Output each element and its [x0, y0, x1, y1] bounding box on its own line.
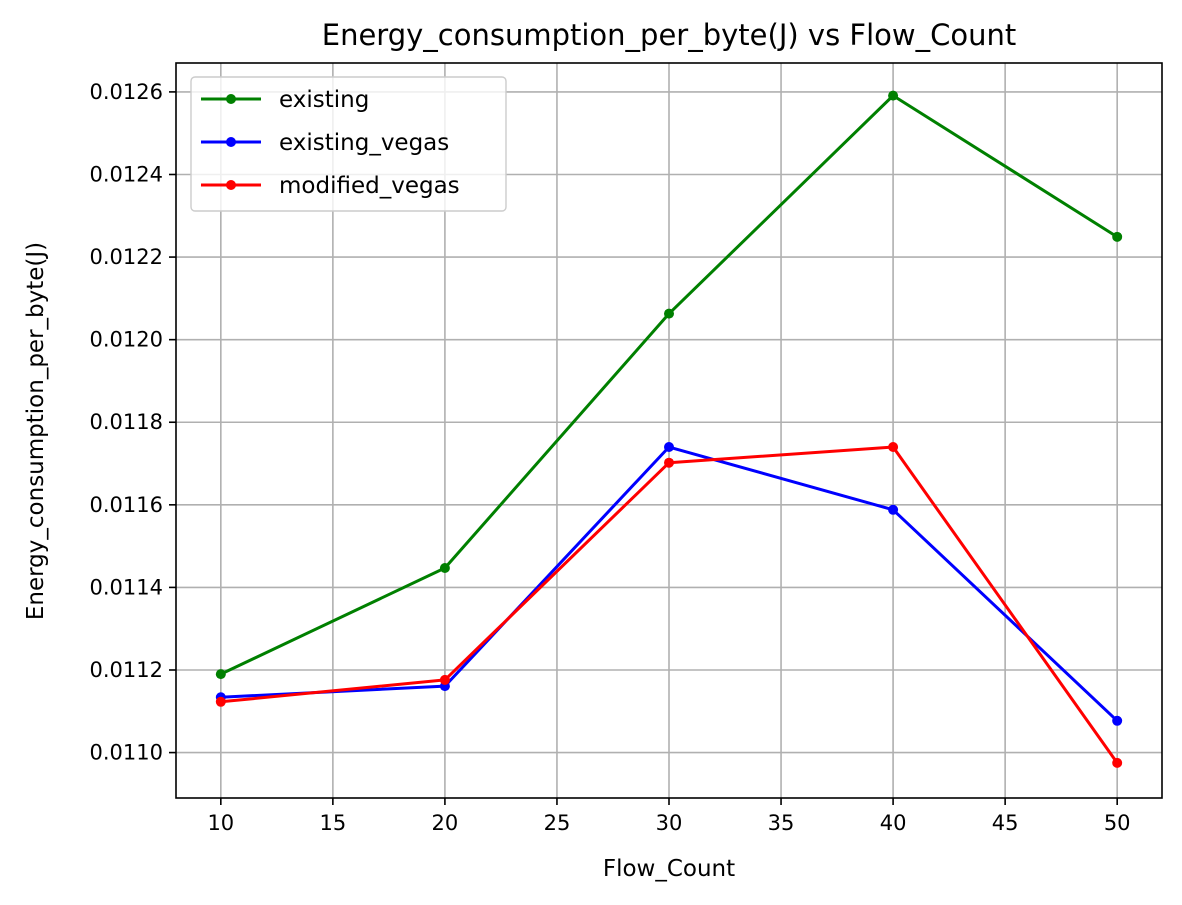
data-point [439, 563, 450, 574]
x-tick-label: 40 [880, 811, 907, 835]
x-tick-label: 50 [1104, 811, 1131, 835]
y-tick-label: 0.0126 [90, 80, 163, 104]
x-tick-label: 15 [319, 811, 346, 835]
x-axis-ticks: 10 15 20 25 30 35 40 45 50 [207, 798, 1131, 835]
data-point [664, 308, 674, 319]
data-point [1112, 757, 1123, 768]
series-layer [215, 90, 1123, 768]
legend-marker [226, 180, 236, 190]
y-tick-label: 0.0112 [90, 658, 163, 682]
legend-item: modified_vegas [201, 173, 460, 199]
legend-label: existing [279, 87, 369, 113]
x-tick-label: 25 [544, 811, 571, 835]
data-point [1112, 231, 1123, 242]
x-tick-label: 45 [992, 811, 1019, 835]
data-point [888, 442, 899, 453]
legend-label: existing_vegas [279, 130, 449, 156]
legend: existing existing_vegas modified_vegas [190, 76, 507, 212]
data-point [439, 674, 450, 685]
series-modified-vegas [215, 442, 1123, 768]
x-tick-label: 20 [432, 811, 459, 835]
legend-item: existing_vegas [201, 130, 449, 156]
y-tick-label: 0.0114 [90, 575, 163, 599]
y-tick-label: 0.0116 [90, 493, 163, 517]
y-axis-ticks: 0.0110 0.0112 0.0114 0.0116 0.0118 0.0120 0.01… [90, 80, 176, 765]
data-point [1112, 715, 1123, 726]
y-tick-label: 0.0120 [90, 328, 163, 352]
legend-marker [226, 137, 236, 147]
data-point [888, 90, 899, 101]
y-tick-label: 0.0110 [90, 741, 163, 765]
chart-title: Energy_consumption_per_byte(J) vs Flow_C… [322, 18, 1016, 52]
y-axis-label: Energy_consumption_per_byte(J) [23, 242, 49, 620]
y-tick-label: 0.0118 [90, 410, 163, 434]
y-tick-label: 0.0124 [90, 162, 163, 186]
data-point [664, 442, 674, 453]
legend-marker [226, 94, 236, 104]
legend-item: existing [201, 87, 369, 113]
legend-label: modified_vegas [279, 173, 460, 199]
x-axis-label: Flow_Count [603, 856, 735, 882]
x-tick-label: 10 [207, 811, 234, 835]
x-tick-label: 30 [656, 811, 683, 835]
data-point [215, 696, 226, 707]
data-point [888, 504, 899, 515]
grid [176, 63, 1162, 798]
series-existing [215, 90, 1123, 680]
data-point [664, 457, 674, 468]
legend-box [190, 76, 507, 212]
x-tick-label: 35 [768, 811, 795, 835]
y-tick-label: 0.0122 [90, 245, 163, 269]
data-point [215, 669, 226, 680]
